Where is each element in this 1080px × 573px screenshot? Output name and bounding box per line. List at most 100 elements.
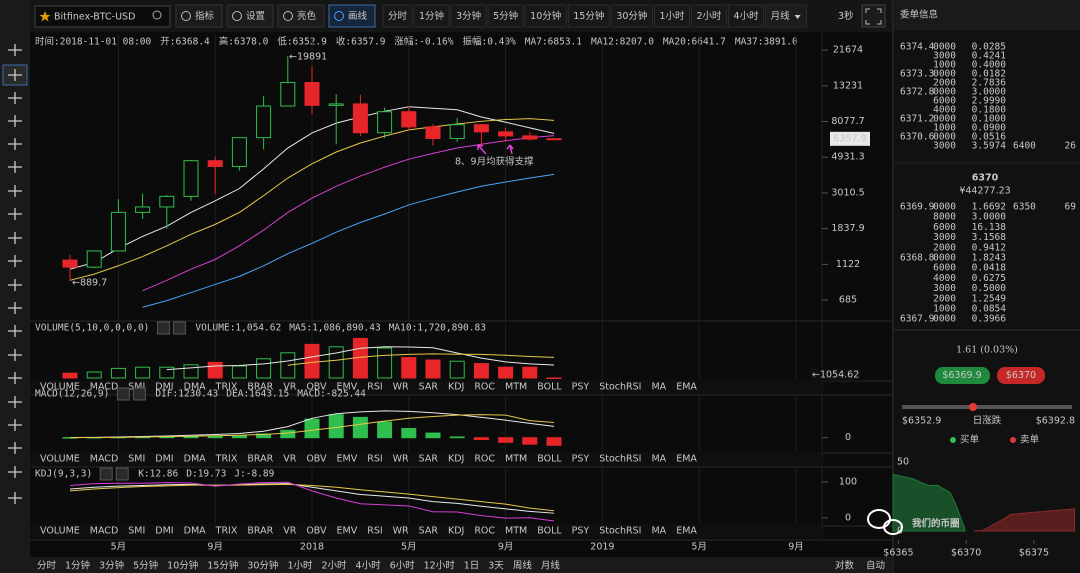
tool-button-label[interactable]: 画线: [348, 10, 368, 22]
period-button[interactable]: [413, 4, 450, 28]
bottom-period[interactable]: 3分钟: [99, 560, 124, 572]
period-button[interactable]: [765, 4, 808, 28]
indicator-tab[interactable]: MACD: [90, 526, 118, 537]
indicator-tab[interactable]: TRIX: [215, 526, 238, 537]
tool-icon[interactable]: [8, 466, 22, 478]
indicator-tab[interactable]: VR: [283, 454, 296, 465]
bottom-period[interactable]: 6小时: [390, 560, 416, 572]
indicator-tab[interactable]: SMI: [128, 526, 145, 537]
indicator-tab[interactable]: StochRSI: [599, 382, 641, 393]
indicator-tab[interactable]: MA: [651, 526, 666, 537]
indicator-tab[interactable]: MA: [651, 454, 666, 465]
indicator-tab[interactable]: SAR: [419, 526, 439, 537]
indicator-tab[interactable]: MACD: [90, 454, 118, 465]
indicator-tab[interactable]: MACD: [90, 382, 118, 393]
bottom-option[interactable]: 自动: [866, 560, 885, 572]
panel-icon[interactable]: [172, 321, 186, 335]
indicator-tab[interactable]: TRIX: [215, 454, 238, 465]
tool-icon[interactable]: [8, 138, 22, 150]
tool-button-label[interactable]: 设置: [246, 11, 265, 22]
indicator-tab[interactable]: KDJ: [448, 382, 464, 393]
period-button[interactable]: [728, 4, 765, 28]
tool-icon[interactable]: [8, 349, 22, 361]
sell-button[interactable]: [997, 367, 1045, 384]
period-label[interactable]: 月线: [771, 10, 791, 22]
indicator-tab[interactable]: VR: [283, 526, 296, 537]
indicator-tab[interactable]: EMA: [676, 454, 697, 465]
period-button[interactable]: [653, 4, 690, 28]
period-label[interactable]: 5分钟: [493, 10, 518, 22]
sell-button-label[interactable]: $6370: [1006, 370, 1036, 381]
indicator-tab[interactable]: KDJ: [448, 526, 464, 537]
tool-icon[interactable]: [8, 279, 22, 291]
indicator-tab[interactable]: BRAR: [247, 382, 273, 393]
indicator-tab[interactable]: MA: [651, 382, 666, 393]
indicator-tab[interactable]: StochRSI: [599, 454, 641, 465]
period-button[interactable]: [487, 4, 524, 28]
period-button[interactable]: [690, 4, 728, 28]
bottom-period[interactable]: 分时: [37, 560, 57, 572]
indicator-tab[interactable]: RSI: [367, 382, 382, 393]
indicator-tab[interactable]: VR: [283, 382, 296, 393]
indicator-tab[interactable]: ROC: [474, 454, 495, 465]
period-label[interactable]: 分时: [388, 10, 408, 22]
tool-icon[interactable]: [8, 492, 22, 504]
buy-button[interactable]: [935, 367, 990, 384]
panel-icon[interactable]: [115, 467, 129, 481]
period-label[interactable]: 15分钟: [573, 10, 604, 22]
indicator-tab[interactable]: BOLL: [537, 454, 562, 465]
tool-button[interactable]: [277, 4, 325, 28]
indicator-tab[interactable]: EMA: [676, 526, 697, 537]
buy-button-label[interactable]: $6369.9: [942, 370, 981, 381]
period-label[interactable]: 3分钟: [456, 10, 481, 22]
bottom-period[interactable]: 2小时: [321, 560, 347, 572]
panel-icon[interactable]: [99, 467, 113, 481]
period-label[interactable]: 1分钟: [419, 10, 444, 22]
bottom-period[interactable]: 10分钟: [167, 560, 198, 572]
indicator-tab[interactable]: EMV: [337, 382, 358, 393]
indicator-tab[interactable]: WR: [393, 454, 409, 465]
panel-icon[interactable]: [116, 387, 130, 401]
tool-button[interactable]: [328, 4, 376, 28]
indicator-tab[interactable]: BOLL: [537, 382, 562, 393]
period-button[interactable]: [382, 4, 413, 28]
indicator-tab[interactable]: SMI: [128, 382, 145, 393]
tool-icon[interactable]: [8, 372, 22, 384]
tool-icon[interactable]: [8, 255, 22, 267]
indicator-tab[interactable]: KDJ: [448, 454, 464, 465]
indicator-tab[interactable]: EMV: [337, 526, 358, 537]
tool-icon[interactable]: [8, 69, 22, 81]
indicator-tab[interactable]: VOLUME: [40, 382, 80, 393]
period-label[interactable]: 30分钟: [616, 10, 647, 22]
period-label[interactable]: 10分钟: [530, 10, 561, 22]
indicator-tab[interactable]: SAR: [419, 454, 439, 465]
indicator-tab[interactable]: RSI: [367, 454, 382, 465]
tool-button[interactable]: [226, 4, 274, 28]
indicator-tab[interactable]: ROC: [474, 526, 495, 537]
indicator-tab[interactable]: DMA: [184, 382, 207, 393]
bottom-period[interactable]: 12小时: [424, 560, 456, 572]
period-button[interactable]: [524, 4, 567, 28]
bottom-period[interactable]: 15分钟: [207, 560, 238, 572]
indicator-tab[interactable]: OBV: [306, 382, 327, 393]
indicator-tab[interactable]: DMA: [184, 454, 207, 465]
tool-icon[interactable]: [8, 92, 22, 104]
indicator-tab[interactable]: RSI: [367, 526, 382, 537]
fullscreen-button[interactable]: [861, 4, 886, 28]
tool-button-label[interactable]: 指标: [195, 10, 215, 22]
bottom-period[interactable]: 3天: [488, 561, 504, 572]
indicator-tab[interactable]: VOLUME: [40, 526, 80, 537]
period-label[interactable]: 2小时: [696, 10, 722, 22]
bottom-period[interactable]: 月线: [541, 560, 561, 572]
indicator-tab[interactable]: PSY: [572, 454, 590, 465]
indicator-tab[interactable]: BRAR: [247, 526, 273, 537]
tool-icon[interactable]: [8, 325, 22, 337]
indicator-tab[interactable]: VOLUME: [40, 454, 80, 465]
tool-button-label[interactable]: 亮色: [297, 10, 317, 22]
tool-icon[interactable]: [8, 396, 22, 408]
indicator-tab[interactable]: DMI: [155, 454, 173, 465]
indicator-tab[interactable]: WR: [393, 382, 409, 393]
bottom-period[interactable]: 1日: [464, 561, 480, 572]
period-label[interactable]: 4小时: [734, 10, 760, 22]
period-label[interactable]: 1小时: [659, 10, 685, 22]
